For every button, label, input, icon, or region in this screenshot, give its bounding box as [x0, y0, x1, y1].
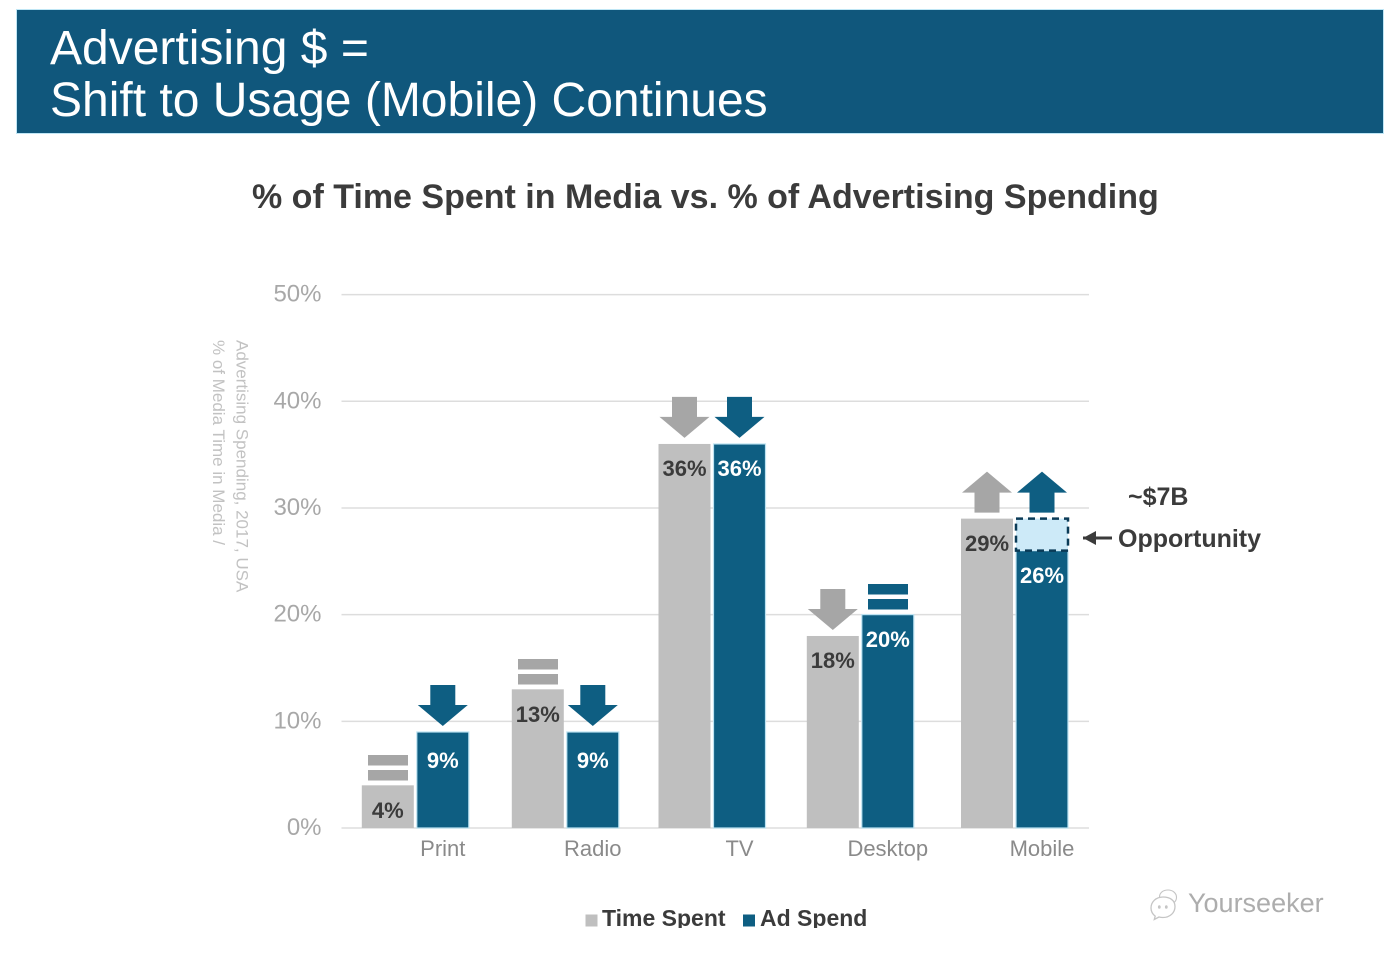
svg-text:9%: 9% — [577, 748, 609, 773]
svg-text:40%: 40% — [273, 387, 321, 414]
svg-text:50%: 50% — [273, 281, 321, 308]
svg-text:36%: 36% — [717, 456, 761, 481]
svg-text:20%: 20% — [866, 627, 910, 652]
svg-text:4%: 4% — [372, 798, 404, 823]
svg-text:~$7B: ~$7B — [1128, 483, 1188, 511]
svg-text:Print: Print — [420, 836, 465, 861]
svg-text:Ad Spend: Ad Spend — [760, 905, 867, 928]
svg-text:Desktop: Desktop — [847, 836, 928, 861]
svg-text:0%: 0% — [287, 814, 322, 841]
svg-text:36%: 36% — [662, 456, 706, 481]
svg-text:10%: 10% — [273, 707, 321, 734]
svg-text:Radio: Radio — [564, 836, 621, 861]
svg-text:% of Media Time in Media /: % of Media Time in Media / — [209, 340, 228, 545]
svg-text:Opportunity: Opportunity — [1118, 525, 1261, 553]
svg-text:9%: 9% — [427, 748, 459, 773]
svg-text:Mobile: Mobile — [1010, 836, 1075, 861]
svg-text:13%: 13% — [516, 702, 560, 727]
svg-text:30%: 30% — [273, 494, 321, 521]
svg-text:Advertising Spending, 2017, US: Advertising Spending, 2017, USA — [233, 340, 252, 593]
svg-text:20%: 20% — [273, 601, 321, 628]
svg-text:26%: 26% — [1020, 563, 1064, 588]
svg-text:29%: 29% — [965, 531, 1009, 556]
svg-text:Time Spent: Time Spent — [602, 905, 726, 928]
svg-text:18%: 18% — [811, 648, 855, 673]
svg-text:TV: TV — [725, 836, 753, 861]
